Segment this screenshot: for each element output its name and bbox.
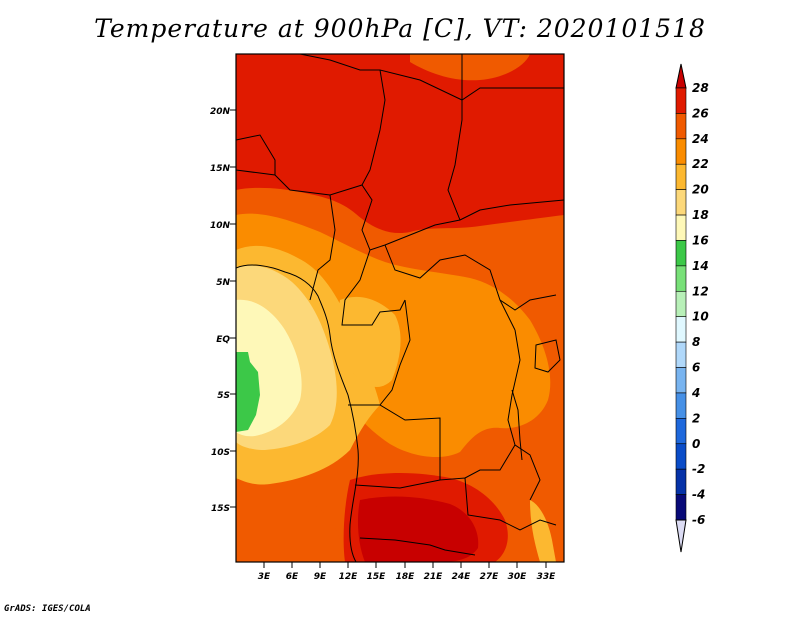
lon-label-21e: 21E <box>424 572 444 582</box>
colorbar-box <box>675 113 687 140</box>
band-26-north <box>236 54 564 234</box>
lon-label-15e: 15E <box>367 572 387 582</box>
border-north <box>299 54 564 101</box>
colorbar-box <box>675 138 687 165</box>
colorbar-box <box>675 214 687 241</box>
latitude-axis <box>230 109 236 508</box>
colorbar-label: 28 <box>692 81 709 95</box>
lat-label-5s: 5S <box>217 391 230 401</box>
latitude-labels: 20N 15N 10N 5N EQ 5S 10S 15S <box>210 107 231 514</box>
border-car <box>384 244 516 331</box>
colorbar-label: 8 <box>692 335 700 349</box>
band-20-southeast <box>530 500 556 562</box>
colorbar-label: 20 <box>692 183 709 197</box>
lon-label-6e: 6E <box>286 572 299 582</box>
colorbar-label: 18 <box>692 208 709 222</box>
longitude-labels: 3E 6E 9E 12E 15E 18E 21E 24E 27E 30E 33E <box>258 572 556 582</box>
colorbar-box <box>675 240 687 267</box>
border-cameroon <box>341 249 406 326</box>
border-drc-east <box>507 329 521 446</box>
colorbar-label: 22 <box>692 157 709 171</box>
band-20-congo <box>338 296 401 387</box>
colorbar-label: -4 <box>692 488 705 502</box>
colorbar-label: -2 <box>692 462 705 476</box>
border-south-sudan <box>499 294 557 311</box>
border-congo <box>379 299 411 406</box>
colorbar-box <box>675 392 687 419</box>
colorbar-box <box>675 316 687 343</box>
lat-label-5n: 5N <box>216 278 230 288</box>
band-24-southwest <box>236 493 342 562</box>
lat-label-20n: 20N <box>210 107 231 117</box>
colorbar-box <box>675 341 687 368</box>
band-24-patch <box>410 54 530 81</box>
border-mali <box>236 134 276 175</box>
map-frame <box>235 53 565 563</box>
longitude-axis <box>263 562 547 568</box>
band-28-south <box>357 496 479 562</box>
colorbar-bottom-arrow <box>675 519 687 553</box>
colorbar-box <box>675 443 687 470</box>
lon-label-33e: 33E <box>537 572 557 582</box>
band-22-east <box>502 328 529 388</box>
lon-label-18e: 18E <box>396 572 416 582</box>
border-zambia <box>464 444 541 501</box>
colorbar-label: 2 <box>692 411 700 425</box>
colorbar-label: 24 <box>692 132 709 146</box>
colorbar <box>675 63 687 553</box>
lat-label-eq: EQ <box>216 335 230 345</box>
border-botswana <box>359 537 476 556</box>
band-14 <box>236 352 260 432</box>
colorbar-box <box>675 87 687 114</box>
colorbar-label: 16 <box>692 233 709 247</box>
lon-label-3e: 3E <box>258 572 271 582</box>
lat-label-15n: 15N <box>210 164 231 174</box>
colorbar-label: 0 <box>692 437 700 451</box>
border-niger-chad <box>361 69 386 186</box>
lake-tanganyika <box>511 389 523 461</box>
colorbar-box <box>675 265 687 292</box>
colorbar-top-arrow <box>675 63 687 89</box>
colorbar-label: 26 <box>692 106 709 120</box>
colorbar-label: 4 <box>691 386 700 400</box>
colorbar-box <box>675 290 687 318</box>
colorbar-label: 10 <box>692 310 709 324</box>
colorbar-box <box>675 163 687 190</box>
colorbar-box <box>675 494 687 521</box>
lon-label-24e: 24E <box>452 572 472 582</box>
grads-credit: GrADS: IGES/COLA <box>4 604 91 614</box>
colorbar-box <box>675 468 687 495</box>
border-angola <box>348 404 501 521</box>
lake-victoria <box>534 339 561 373</box>
temperature-field <box>236 54 564 562</box>
lat-label-10s: 10S <box>211 448 230 458</box>
colorbar-box <box>675 367 687 394</box>
colorbar-box <box>675 418 687 445</box>
colorbar-label: 6 <box>692 361 700 375</box>
colorbar-box <box>675 189 687 216</box>
border-zimbabwe <box>499 519 557 531</box>
country-borders <box>236 54 564 562</box>
map-title: Temperature at 900hPa [C], VT: 202010151… <box>94 14 706 43</box>
colorbar-label: 14 <box>692 259 709 273</box>
border-chad-sudan <box>447 54 463 221</box>
lon-label-27e: 27E <box>480 572 500 582</box>
coastline <box>236 264 359 562</box>
lat-label-10n: 10N <box>210 221 231 231</box>
border-nigeria <box>309 194 336 301</box>
lon-label-9e: 9E <box>314 572 327 582</box>
border-namibia <box>354 479 441 489</box>
lon-label-30e: 30E <box>508 572 528 582</box>
colorbar-label: 12 <box>692 284 709 298</box>
lon-label-12e: 12E <box>339 572 359 582</box>
lat-label-15s: 15S <box>211 504 230 514</box>
colorbar-label: -6 <box>692 513 705 527</box>
